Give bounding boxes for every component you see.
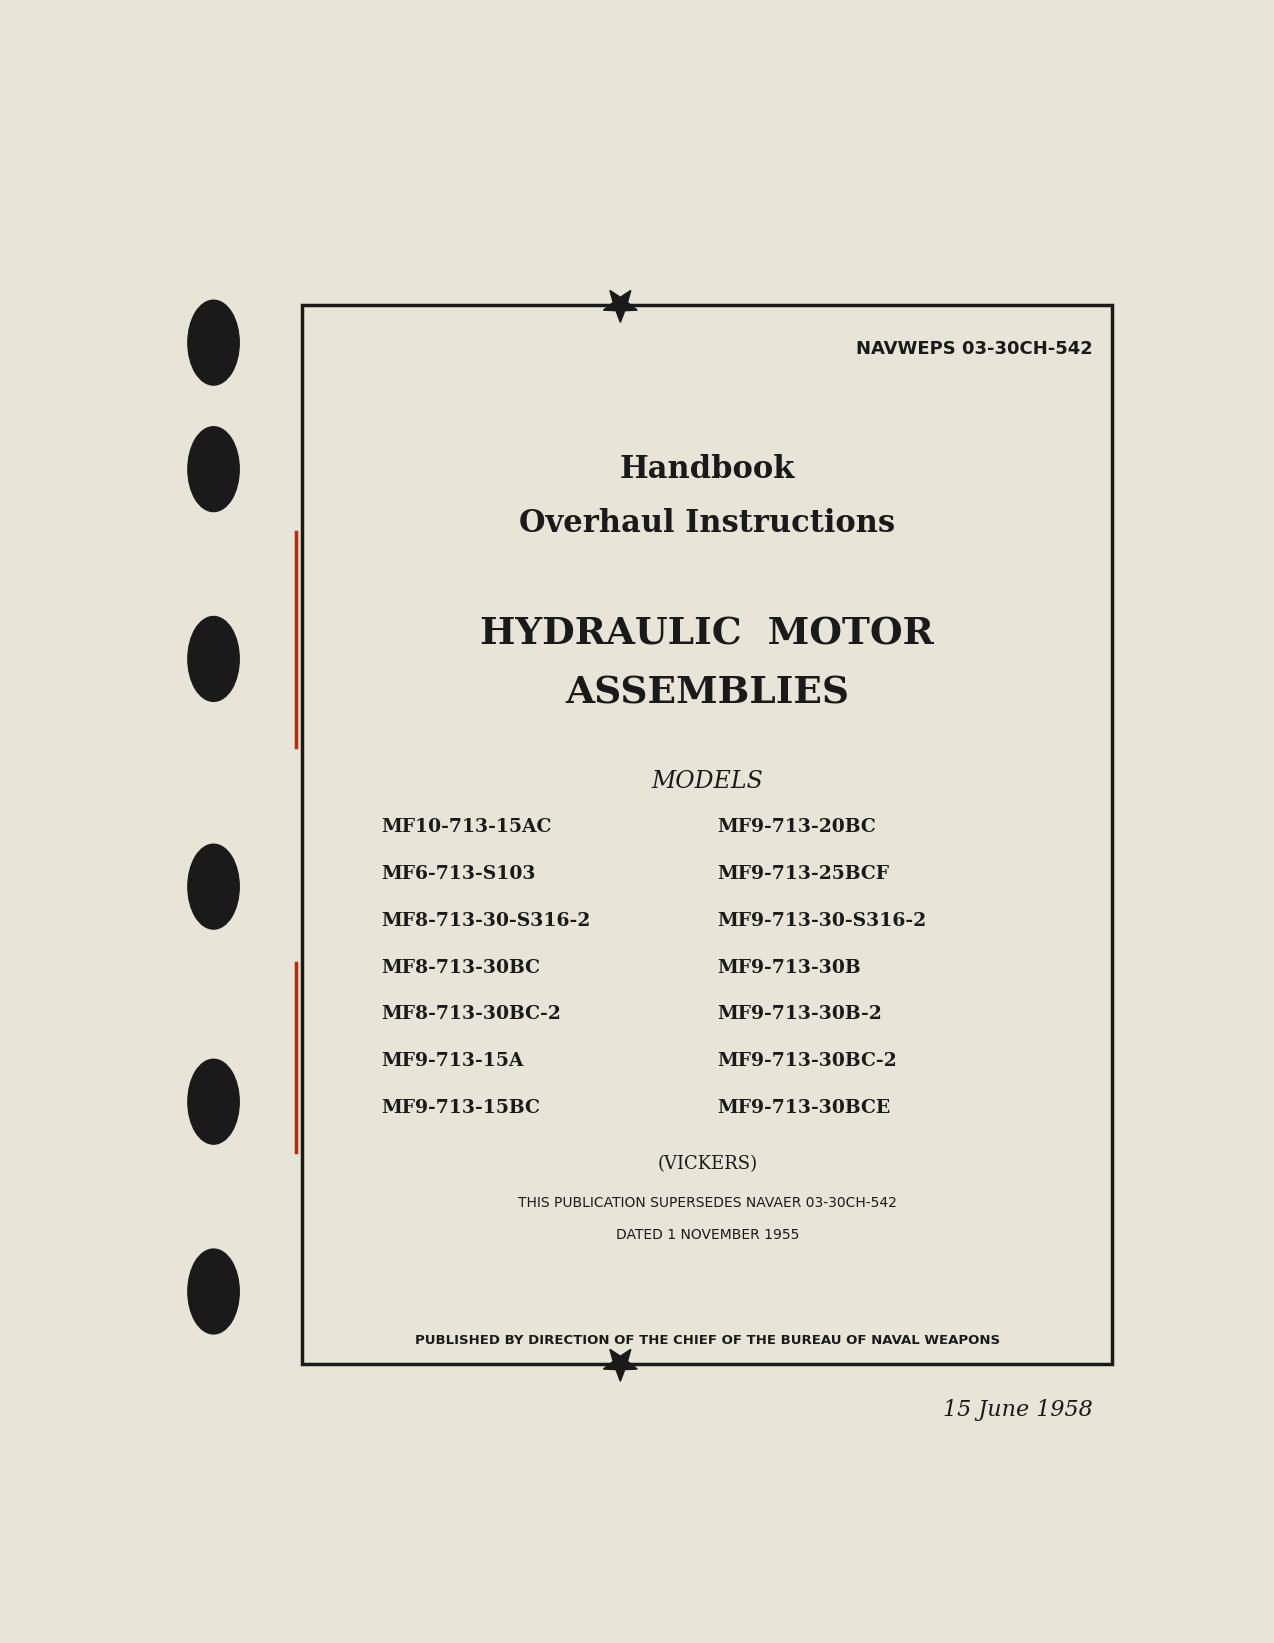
Polygon shape [604,1349,637,1382]
Ellipse shape [187,616,240,702]
Text: DATED 1 NOVEMBER 1955: DATED 1 NOVEMBER 1955 [615,1227,799,1242]
Text: MF9-713-30B: MF9-713-30B [717,958,861,976]
Text: MF9-713-20BC: MF9-713-20BC [717,818,875,836]
Ellipse shape [187,427,240,511]
Text: THIS PUBLICATION SUPERSEDES NAVAER 03-30CH-542: THIS PUBLICATION SUPERSEDES NAVAER 03-30… [517,1196,897,1209]
Text: MF9-713-15A: MF9-713-15A [381,1052,524,1070]
Text: MF8-713-30BC: MF8-713-30BC [381,958,540,976]
Text: (VICKERS): (VICKERS) [657,1155,757,1173]
Text: MF8-713-30-S316-2: MF8-713-30-S316-2 [381,912,591,930]
Text: MF9-713-30B-2: MF9-713-30B-2 [717,1006,882,1024]
Text: HYDRAULIC  MOTOR: HYDRAULIC MOTOR [480,614,934,652]
Bar [302,304,1112,1364]
Ellipse shape [187,845,240,928]
Text: MODELS: MODELS [651,771,763,794]
Ellipse shape [187,301,240,384]
Text: MF10-713-15AC: MF10-713-15AC [381,818,552,836]
Text: MF9-713-30BC-2: MF9-713-30BC-2 [717,1052,897,1070]
Text: Overhaul Instructions: Overhaul Instructions [520,508,896,539]
Text: Handbook: Handbook [619,453,795,485]
Text: 15 June 1958: 15 June 1958 [943,1400,1092,1421]
Text: MF9-713-30BCE: MF9-713-30BCE [717,1099,891,1117]
Text: MF9-713-25BCF: MF9-713-25BCF [717,864,889,882]
Ellipse shape [187,1249,240,1334]
Text: MF9-713-15BC: MF9-713-15BC [381,1099,540,1117]
Text: PUBLISHED BY DIRECTION OF THE CHIEF OF THE BUREAU OF NAVAL WEAPONS: PUBLISHED BY DIRECTION OF THE CHIEF OF T… [414,1334,1000,1347]
Polygon shape [604,291,637,322]
Text: MF9-713-30-S316-2: MF9-713-30-S316-2 [717,912,926,930]
Text: ASSEMBLIES: ASSEMBLIES [566,675,850,711]
Text: MF8-713-30BC-2: MF8-713-30BC-2 [381,1006,561,1024]
Text: MF6-713-S103: MF6-713-S103 [381,864,536,882]
Ellipse shape [187,1060,240,1144]
Text: NAVWEPS 03-30CH-542: NAVWEPS 03-30CH-542 [856,340,1092,358]
